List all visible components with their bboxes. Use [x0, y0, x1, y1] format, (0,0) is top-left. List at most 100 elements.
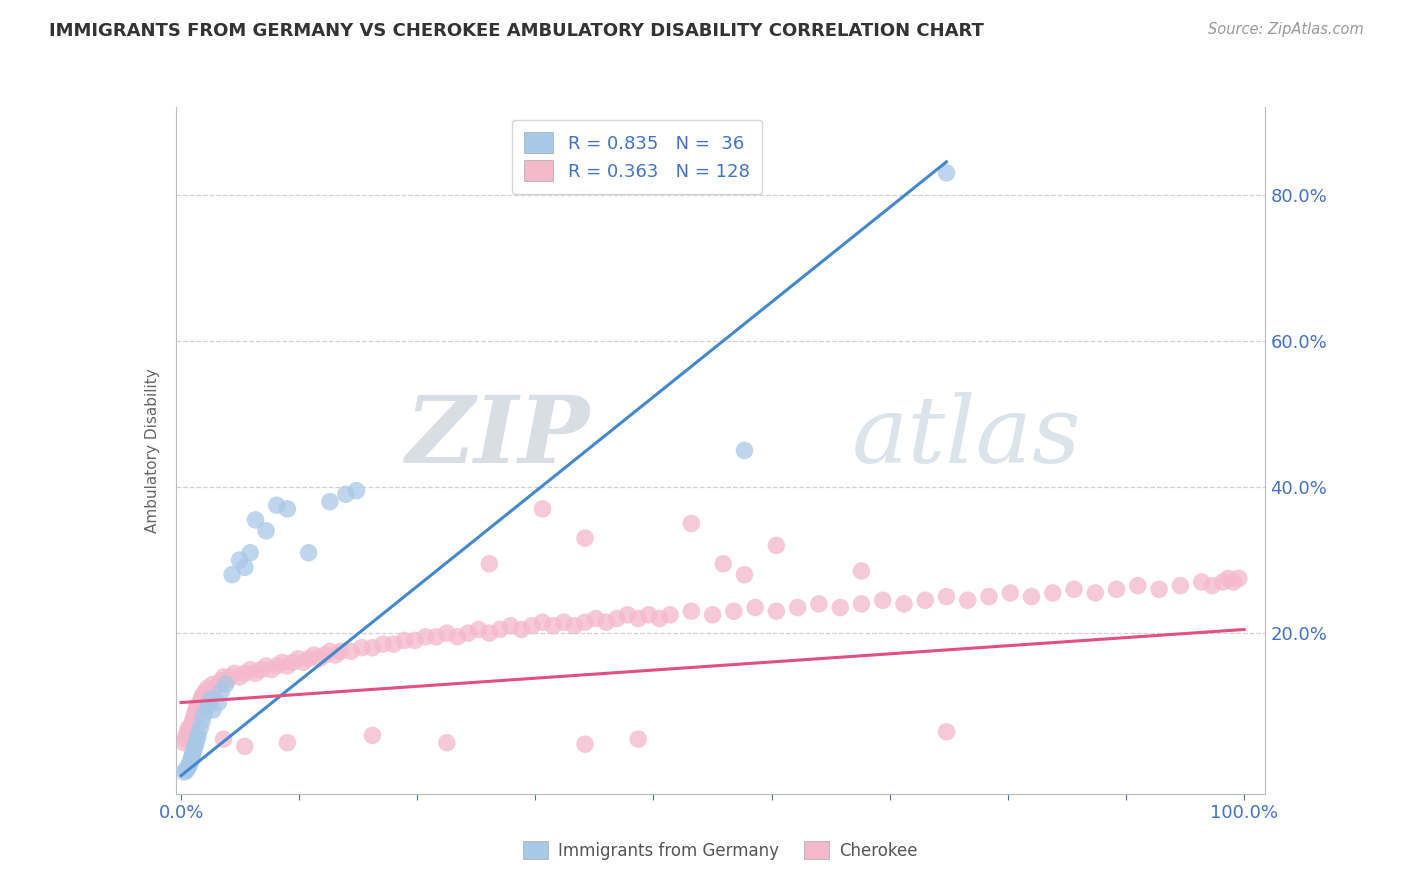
- Point: [394, 633, 416, 648]
- Point: [186, 699, 208, 714]
- Point: [314, 648, 336, 662]
- Point: [180, 721, 202, 735]
- Point: [893, 597, 915, 611]
- Point: [266, 498, 288, 512]
- Point: [1147, 582, 1170, 597]
- Point: [361, 728, 384, 742]
- Point: [245, 666, 267, 681]
- Point: [520, 619, 543, 633]
- Point: [186, 732, 208, 747]
- Point: [335, 487, 357, 501]
- Point: [228, 670, 250, 684]
- Point: [648, 611, 671, 625]
- Point: [681, 516, 703, 531]
- Point: [914, 593, 936, 607]
- Point: [173, 764, 195, 779]
- Point: [179, 724, 201, 739]
- Point: [177, 721, 200, 735]
- Point: [233, 739, 256, 754]
- Point: [531, 615, 554, 630]
- Point: [1170, 579, 1192, 593]
- Text: ZIP: ZIP: [405, 392, 591, 482]
- Point: [184, 703, 207, 717]
- Point: [499, 619, 522, 633]
- Point: [245, 513, 267, 527]
- Point: [181, 714, 204, 728]
- Point: [183, 743, 205, 757]
- Point: [786, 600, 808, 615]
- Point: [228, 553, 250, 567]
- Y-axis label: Ambulatory Disability: Ambulatory Disability: [145, 368, 160, 533]
- Point: [446, 630, 468, 644]
- Point: [404, 633, 426, 648]
- Point: [298, 651, 321, 665]
- Point: [211, 673, 233, 688]
- Point: [346, 483, 368, 498]
- Point: [219, 670, 242, 684]
- Point: [734, 567, 756, 582]
- Point: [184, 739, 207, 754]
- Point: [292, 656, 315, 670]
- Point: [212, 670, 235, 684]
- Point: [711, 557, 734, 571]
- Point: [276, 502, 298, 516]
- Point: [681, 604, 703, 618]
- Point: [173, 736, 195, 750]
- Point: [233, 560, 256, 574]
- Point: [1021, 590, 1043, 604]
- Point: [260, 663, 283, 677]
- Point: [425, 630, 447, 644]
- Point: [977, 590, 1000, 604]
- Point: [180, 717, 202, 731]
- Point: [188, 721, 211, 735]
- Point: [1218, 571, 1240, 585]
- Point: [744, 600, 766, 615]
- Point: [616, 607, 638, 622]
- Point: [187, 728, 209, 742]
- Point: [281, 656, 304, 670]
- Point: [371, 637, 394, 651]
- Point: [1191, 574, 1213, 589]
- Point: [340, 644, 363, 658]
- Point: [207, 696, 229, 710]
- Point: [765, 538, 787, 552]
- Point: [1126, 579, 1149, 593]
- Point: [574, 531, 596, 545]
- Point: [1084, 586, 1107, 600]
- Point: [478, 626, 501, 640]
- Point: [765, 604, 787, 618]
- Point: [201, 703, 224, 717]
- Point: [176, 728, 198, 742]
- Point: [489, 623, 512, 637]
- Point: [595, 615, 617, 630]
- Point: [574, 737, 596, 751]
- Legend: Immigrants from Germany, Cherokee: Immigrants from Germany, Cherokee: [515, 833, 927, 868]
- Point: [574, 615, 596, 630]
- Point: [382, 637, 405, 651]
- Point: [935, 590, 957, 604]
- Point: [197, 681, 219, 695]
- Point: [935, 724, 957, 739]
- Point: [478, 557, 501, 571]
- Point: [1227, 571, 1250, 585]
- Point: [190, 692, 212, 706]
- Point: [851, 597, 873, 611]
- Point: [181, 747, 204, 761]
- Point: [193, 692, 215, 706]
- Point: [1000, 586, 1022, 600]
- Point: [510, 623, 533, 637]
- Text: Source: ZipAtlas.com: Source: ZipAtlas.com: [1208, 22, 1364, 37]
- Point: [176, 761, 198, 775]
- Point: [239, 546, 262, 560]
- Point: [872, 593, 894, 607]
- Point: [194, 684, 217, 698]
- Point: [224, 666, 246, 681]
- Point: [193, 688, 215, 702]
- Point: [1212, 574, 1234, 589]
- Point: [319, 644, 342, 658]
- Point: [457, 626, 479, 640]
- Point: [1063, 582, 1085, 597]
- Point: [807, 597, 830, 611]
- Point: [734, 443, 756, 458]
- Point: [211, 684, 233, 698]
